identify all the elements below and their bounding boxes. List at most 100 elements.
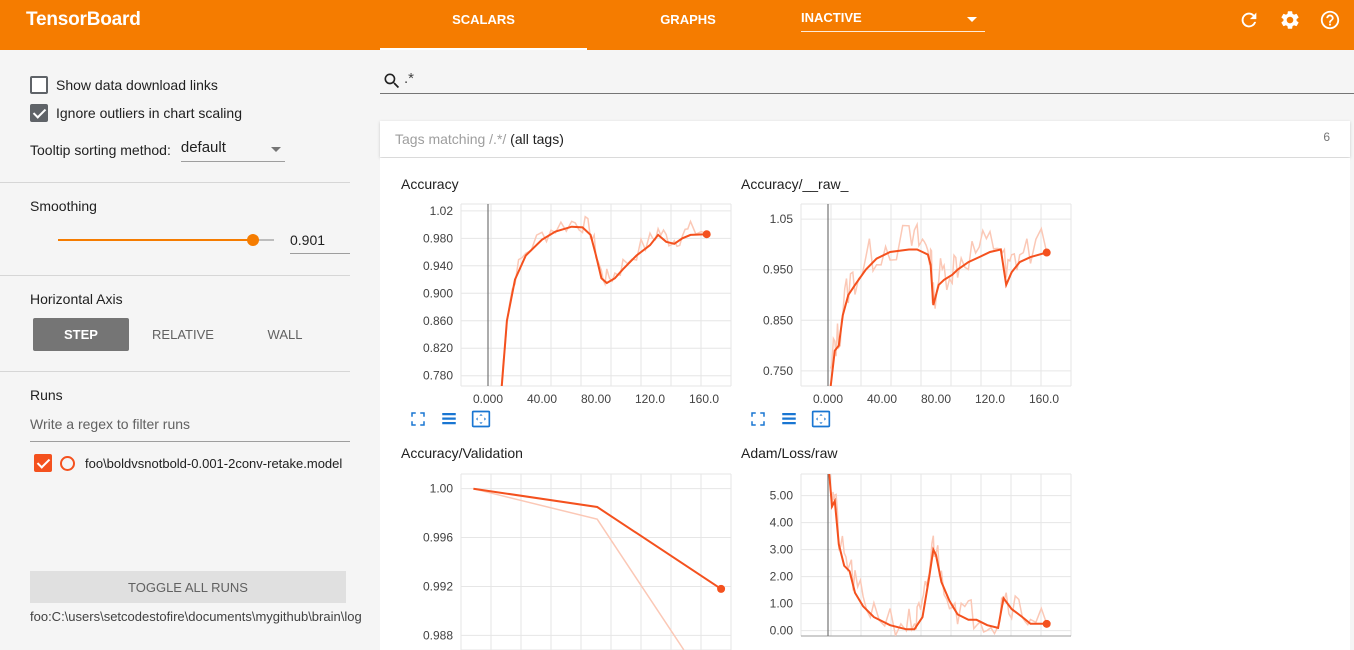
y-tick-label: 0.900 xyxy=(423,286,453,300)
y-tick-label: 0.860 xyxy=(423,314,453,328)
x-tick-label: 160.0 xyxy=(689,392,719,406)
expand-chart-icon[interactable] xyxy=(409,410,427,428)
raw-series-line xyxy=(500,215,708,386)
adam-loss-raw-chart[interactable]: 5.00 4.00 3.00 2.00 1.00 0.00 xyxy=(735,470,1075,650)
tab-scalars-underline xyxy=(380,48,587,50)
run-name: foo\boldvsnotbold-0.001-2conv-retake.mod… xyxy=(85,455,343,471)
help-icon[interactable] xyxy=(1319,9,1341,31)
runs-filter-input[interactable]: Write a regex to filter runs xyxy=(30,416,350,442)
y-tick-label: 1.00 xyxy=(430,482,454,496)
y-tick-label: 5.00 xyxy=(770,489,794,503)
toggle-log-scale-icon[interactable] xyxy=(779,410,799,428)
y-tick-label: 0.940 xyxy=(423,259,453,273)
haxis-relative-button[interactable]: RELATIVE xyxy=(152,327,214,342)
smoothing-slider-thumb[interactable] xyxy=(246,234,259,246)
fit-domain-icon[interactable] xyxy=(470,409,492,429)
tooltip-sorting-row: Tooltip sorting method: default xyxy=(30,138,285,162)
settings-icon[interactable] xyxy=(1279,9,1301,31)
y-tick-label: 3.00 xyxy=(770,543,794,557)
tab-graphs[interactable]: GRAPHS xyxy=(660,12,716,27)
ignore-outliers-row[interactable]: Ignore outliers in chart scaling xyxy=(30,103,242,123)
y-tick-label: 1.02 xyxy=(430,204,454,218)
series-line xyxy=(473,487,722,590)
smoothing-slider[interactable] xyxy=(58,234,274,246)
y-tick-label: 0.820 xyxy=(423,341,453,355)
x-tick-label: 80.00 xyxy=(921,392,951,406)
chart-title: Accuracy xyxy=(401,176,459,192)
inactive-dashboard-select[interactable]: INACTIVE xyxy=(801,10,985,32)
refresh-icon[interactable] xyxy=(1238,9,1260,31)
ignore-outliers-label: Ignore outliers in chart scaling xyxy=(56,105,242,121)
logdir-path: foo:C:\users\setcodestofire\documents\my… xyxy=(30,609,362,624)
y-tick-label: 0.980 xyxy=(423,231,453,245)
inactive-select-label: INACTIVE xyxy=(801,10,862,25)
tags-matching-suffix: (all tags) xyxy=(510,131,564,147)
y-tick-label: 0.988 xyxy=(423,628,453,642)
haxis-wall-button[interactable]: WALL xyxy=(267,327,303,342)
y-tick-label: 0.750 xyxy=(763,364,793,378)
chart-title: Adam/Loss/raw xyxy=(741,445,838,461)
x-tick-label: 80.00 xyxy=(581,392,611,406)
toggle-all-runs-button[interactable]: TOGGLE ALL RUNS xyxy=(30,571,346,603)
smoothing-input[interactable]: 0.901 xyxy=(290,230,350,254)
y-tick-label: 1.05 xyxy=(770,212,794,226)
show-download-links-row[interactable]: Show data download links xyxy=(30,75,218,95)
fit-domain-icon[interactable] xyxy=(810,409,832,429)
x-tick-label: 120.0 xyxy=(975,392,1005,406)
chevron-down-icon xyxy=(270,147,281,152)
tags-matching-label: Tags matching /.*/ (all tags) xyxy=(395,131,564,147)
x-tick-label: 160.0 xyxy=(1029,392,1059,406)
y-tick-label: 1.00 xyxy=(770,597,794,611)
tags-count: 6 xyxy=(1323,130,1330,144)
chevron-down-icon xyxy=(967,17,977,22)
run-item[interactable]: foo\boldvsnotbold-0.001-2conv-retake.mod… xyxy=(34,454,342,472)
run-color-swatch xyxy=(60,455,75,471)
sidebar-divider xyxy=(0,371,350,372)
y-tick-label: 0.996 xyxy=(423,531,453,545)
smoothing-label: Smoothing xyxy=(30,198,97,214)
last-point-marker xyxy=(702,230,711,239)
last-point-marker xyxy=(1042,619,1051,628)
last-point-marker xyxy=(717,584,726,593)
raw-series-line xyxy=(828,481,1048,636)
y-tick-label: 0.992 xyxy=(423,579,453,593)
x-tick-label: 0.000 xyxy=(473,392,503,406)
accuracy-chart[interactable]: 1.02 0.980 0.940 0.900 0.860 0.820 0.780 0.000 4… xyxy=(395,200,735,410)
tooltip-sorting-select[interactable]: default xyxy=(180,138,285,162)
show-download-links-label: Show data download links xyxy=(56,77,218,93)
top-bar: TensorBoard SCALARS GRAPHS INACTIVE xyxy=(0,0,1354,50)
haxis-step-button[interactable]: STEP xyxy=(33,318,129,351)
expand-chart-icon[interactable] xyxy=(749,410,767,428)
series-line xyxy=(500,225,707,386)
smoothing-slider-fill xyxy=(58,239,253,241)
chart-title: Accuracy/__raw_ xyxy=(741,176,849,192)
horizontal-axis-label: Horizontal Axis xyxy=(30,291,123,307)
ignore-outliers-checkbox[interactable] xyxy=(30,104,48,122)
tags-matching-prefix: Tags matching /.*/ xyxy=(395,131,507,147)
tag-filter-input[interactable]: .* xyxy=(380,66,1354,94)
tag-filter-value: .* xyxy=(404,70,415,87)
tooltip-sorting-label: Tooltip sorting method: xyxy=(30,142,171,158)
toggle-log-scale-icon[interactable] xyxy=(439,410,459,428)
y-tick-label: 2.00 xyxy=(770,570,794,584)
sidebar-divider xyxy=(0,182,350,183)
raw-series-line xyxy=(473,487,685,650)
tab-scalars[interactable]: SCALARS xyxy=(452,12,515,27)
y-tick-label: 4.00 xyxy=(770,516,794,530)
show-download-links-checkbox[interactable] xyxy=(30,76,48,94)
series-line xyxy=(828,474,1047,631)
runs-label: Runs xyxy=(30,387,63,403)
app-title: TensorBoard xyxy=(26,9,141,30)
x-tick-label: 120.0 xyxy=(635,392,665,406)
tag-group-header[interactable]: Tags matching /.*/ (all tags) 6 xyxy=(380,121,1350,157)
accuracy-validation-chart[interactable]: 1.00 0.996 0.992 0.988 xyxy=(395,470,735,650)
y-tick-label: 0.850 xyxy=(763,313,793,327)
accuracy-raw-chart[interactable]: 1.05 0.950 0.850 0.750 0.000 40.00 80.00 120.0 1… xyxy=(735,200,1075,410)
run-checkbox[interactable] xyxy=(34,454,52,472)
y-tick-label: 0.950 xyxy=(763,263,793,277)
tooltip-sorting-value: default xyxy=(180,139,226,156)
sidebar: Show data download links Ignore outliers… xyxy=(0,50,362,650)
raw-series-line xyxy=(829,221,1048,369)
series-line xyxy=(829,248,1047,386)
chart-title: Accuracy/Validation xyxy=(401,445,523,461)
